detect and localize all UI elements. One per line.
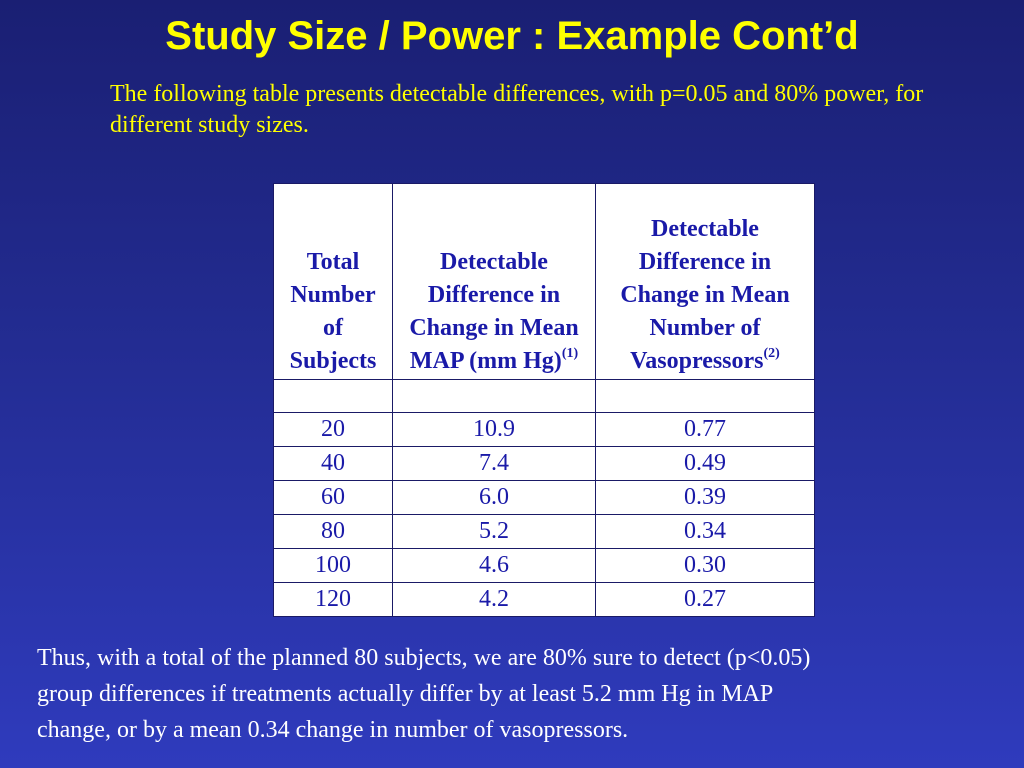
- cell-map: 5.2: [392, 514, 596, 549]
- table-blank-row: [273, 379, 815, 413]
- cell-subjects: 100: [273, 548, 393, 583]
- cell-vaso: 0.34: [595, 514, 815, 549]
- footnote-ref-2: (2): [763, 346, 780, 361]
- cell-map: 7.4: [392, 446, 596, 481]
- cell-subjects: 120: [273, 582, 393, 617]
- header-vasopressor-difference-label: Detectable Difference in Change in Mean …: [620, 216, 790, 374]
- cell-vaso: 0.30: [595, 548, 815, 583]
- cell-subjects: 80: [273, 514, 393, 549]
- cell-map: 4.2: [392, 582, 596, 617]
- detectable-difference-table: Total Number of Subjects Detectable Diff…: [273, 183, 815, 617]
- conclusion-line-2: group differences if treatments actually…: [37, 681, 774, 707]
- cell-subjects: 40: [273, 446, 393, 481]
- header-vasopressor-difference: Detectable Difference in Change in Mean …: [595, 183, 815, 380]
- header-map-difference-label: Detectable Difference in Change in Mean …: [409, 249, 579, 374]
- cell-vaso: 0.39: [595, 480, 815, 515]
- conclusion-text: Thus, with a total of the planned 80 sub…: [37, 640, 997, 748]
- conclusion-line-3: change, or by a mean 0.34 change in numb…: [37, 717, 629, 743]
- table-row: 120 4.2 0.27: [273, 582, 815, 617]
- cell-vaso: 0.77: [595, 412, 815, 447]
- cell-vaso: 0.27: [595, 582, 815, 617]
- table-cell: [595, 379, 815, 413]
- table-row: 20 10.9 0.77: [273, 412, 815, 447]
- header-map-difference: Detectable Difference in Change in Mean …: [392, 183, 596, 380]
- conclusion-line-1: Thus, with a total of the planned 80 sub…: [37, 645, 811, 671]
- table-row: 100 4.6 0.30: [273, 548, 815, 583]
- table-cell: [273, 379, 393, 413]
- cell-subjects: 60: [273, 480, 393, 515]
- header-total-subjects-label: Total Number of Subjects: [289, 249, 377, 374]
- cell-vaso: 0.49: [595, 446, 815, 481]
- table-row: 60 6.0 0.39: [273, 480, 815, 515]
- slide-title: Study Size / Power : Example Cont’d: [165, 14, 859, 58]
- table-cell: [392, 379, 596, 413]
- cell-map: 4.6: [392, 548, 596, 583]
- cell-map: 10.9: [392, 412, 596, 447]
- table-header-row: Total Number of Subjects Detectable Diff…: [273, 183, 815, 380]
- footnote-ref-1: (1): [561, 346, 579, 361]
- intro-text: The following table presents detectable …: [110, 81, 924, 138]
- header-total-subjects: Total Number of Subjects: [273, 183, 393, 380]
- cell-map: 6.0: [392, 480, 596, 515]
- table-row: 80 5.2 0.34: [273, 514, 815, 549]
- cell-subjects: 20: [273, 412, 393, 447]
- table-row: 40 7.4 0.49: [273, 446, 815, 481]
